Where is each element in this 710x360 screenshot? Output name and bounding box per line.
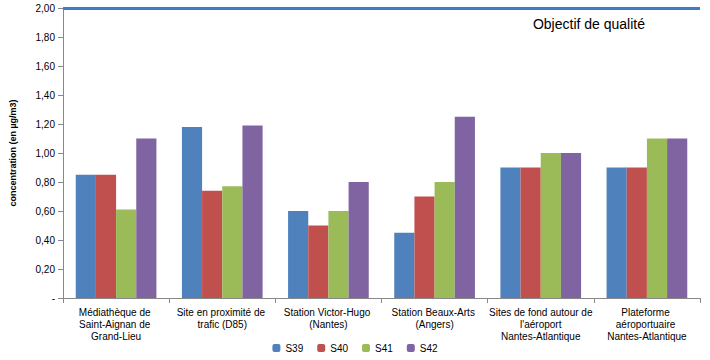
svg-text:1,60: 1,60 [36, 61, 56, 72]
svg-text:0,80: 0,80 [36, 177, 56, 188]
svg-text:Station Beaux-Arts: Station Beaux-Arts [392, 307, 478, 318]
svg-text:Plateforme: Plateforme [621, 307, 672, 318]
svg-text:1,80: 1,80 [36, 32, 56, 43]
svg-text:S41: S41 [375, 343, 393, 354]
svg-text:Nantes-Atlantique: Nantes-Atlantique [607, 331, 687, 342]
svg-text:S40: S40 [330, 343, 348, 354]
svg-text:Objectif de qualité: Objectif de qualité [533, 16, 645, 32]
svg-text:1,00: 1,00 [36, 148, 56, 159]
svg-text:S39: S39 [285, 343, 303, 354]
svg-text:0,20: 0,20 [36, 264, 56, 275]
svg-text:aéroportuaire: aéroportuaire [616, 319, 678, 330]
svg-text:S42: S42 [420, 343, 438, 354]
svg-text:0,60: 0,60 [36, 206, 56, 217]
svg-text:Sites de fond autour de: Sites de fond autour de [489, 307, 593, 318]
svg-text:Station Victor-Hugo: Station Victor-Hugo [284, 307, 373, 318]
svg-text:Nantes-Atlantique: Nantes-Atlantique [501, 331, 581, 342]
svg-text:1,20: 1,20 [36, 119, 56, 130]
svg-text:-: - [52, 293, 55, 304]
svg-text:Médiathèque de: Médiathèque de [79, 307, 154, 318]
svg-text:Site en proximité de: Site en proximité de [177, 307, 268, 318]
svg-text:concentration (en µg/m3): concentration (en µg/m3) [8, 99, 18, 206]
svg-text:0,40: 0,40 [36, 235, 56, 246]
svg-text:Grand-Lieu: Grand-Lieu [91, 331, 141, 342]
svg-text:(Angers): (Angers) [415, 319, 453, 330]
svg-text:l'aéroport: l'aéroport [517, 319, 564, 330]
svg-text:2,00: 2,00 [36, 3, 56, 14]
svg-text:trafic (D85): trafic (D85) [198, 319, 247, 330]
svg-text:1,40: 1,40 [36, 90, 56, 101]
svg-text:Saint-Aignan de: Saint-Aignan de [79, 319, 153, 330]
svg-text:(Nantes): (Nantes) [309, 319, 347, 330]
